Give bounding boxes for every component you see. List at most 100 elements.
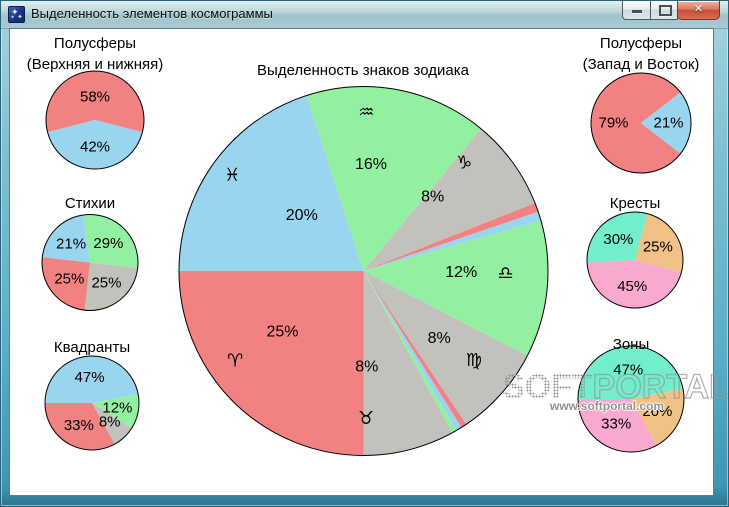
zones-slice-label: 47%	[613, 361, 643, 378]
close-icon: ✕	[693, 2, 704, 15]
virgo-icon: ♍	[466, 350, 482, 371]
libra-icon: ♎	[497, 263, 513, 284]
zodiac-slice-gemini	[363, 271, 457, 433]
zodiac-slice-taurus	[363, 271, 453, 456]
hemi-vertical-slice-0	[45, 71, 144, 133]
hemi-horizontal-slice-label: 21%	[653, 115, 683, 132]
app-icon[interactable]: ✦ ✦ ✦	[8, 6, 25, 23]
zodiac-slice-label: 8%	[428, 330, 451, 347]
titlebar: ✦ ✦ ✦ Выделенность элементов космограммы ✕	[1, 1, 728, 29]
hemi-horizontal-slice-label: 79%	[598, 115, 628, 132]
crosses-slice-label: 30%	[603, 231, 633, 248]
zodiac-slice-sagittarius	[363, 203, 539, 271]
zodiac-chart-title: Выделенность знаков зодиака	[257, 62, 469, 79]
zodiac-slice-scorpio	[363, 211, 541, 271]
hemi-vertical-slice-1	[47, 120, 143, 169]
elements-slice-0	[83, 214, 138, 268]
pie-charts-canvas: 20%♓16%♒8%♑12% ♎8%♍8%♉25%♈58%42%29%25%25%…	[41, 70, 692, 456]
zodiac-slice-label: 12%	[445, 264, 477, 281]
capricorn-icon: ♑	[456, 153, 472, 174]
crosses-chart-title: Кресты	[609, 195, 661, 212]
zodiac-slice-label: 16%	[355, 156, 387, 173]
crosses-slice-label: 25%	[643, 238, 673, 255]
quadrants-slice-label: 47%	[75, 369, 105, 386]
quadrants-slice-label: 33%	[64, 417, 94, 434]
quadrants-slice-label: 12%	[102, 399, 132, 416]
window-controls: ✕	[622, 1, 720, 20]
hemi-vertical-slice-label: 42%	[80, 138, 110, 155]
zones-pie-outline	[577, 345, 685, 453]
hemispheres-vertical-title: Полусферы (Верхняя и нижняя)	[15, 33, 175, 75]
quadrants-chart-title: Квадранты	[53, 339, 131, 356]
watermark-portal-text: PORTAL	[592, 368, 729, 406]
taurus-icon: ♉	[358, 408, 374, 429]
sparkle-star-icon: ✦	[11, 8, 19, 18]
zodiac-pie: 20% ♓ 16% ♒ 8% ♑ 12% ♎ 8% ♍ 8% ♉ 25% ♈	[178, 86, 549, 456]
elements-slice-3	[42, 214, 90, 263]
hemi-horizontal-pie-outline	[590, 72, 692, 174]
aries-icon: ♈	[227, 350, 243, 371]
quadrants-slice-label: 8%	[99, 413, 121, 430]
crosses-slice-1	[587, 260, 682, 308]
maximize-icon	[659, 5, 672, 16]
elements-pie: 29% 25% 25% 21%	[41, 214, 139, 311]
zodiac-slice-libra	[363, 220, 548, 356]
hemi-vertical-slice-label: 58%	[80, 88, 110, 105]
quadrants-slice-3	[45, 403, 115, 450]
hemi-horizontal-slice-0	[590, 72, 681, 173]
zodiac-slice-aquarius	[306, 86, 482, 271]
zodiac-slice-capricorn	[363, 128, 536, 271]
title-line-2: (Запад и Восток)	[582, 56, 700, 73]
zones-slice-1	[631, 389, 684, 446]
zones-chart-title: Зоны	[612, 336, 650, 353]
minimize-button[interactable]	[622, 1, 651, 20]
hemi-vertical-pie: 58% 42%	[45, 70, 145, 170]
zodiac-slice-aries	[179, 271, 364, 456]
softportal-watermark: SOFTPORTAL www.softportal.com	[502, 368, 728, 413]
title-line-1: Полусферы	[53, 35, 137, 52]
crosses-pie-outline	[586, 211, 684, 309]
maximize-button[interactable]	[650, 1, 678, 20]
aquarius-icon: ♒	[358, 102, 374, 123]
crosses-slice-label: 45%	[617, 278, 647, 295]
hemi-vertical-pie-outline	[45, 70, 145, 170]
elements-slice-2	[41, 257, 90, 311]
zodiac-slice-label: 8%	[421, 188, 444, 205]
watermark-soft-text: SOFT	[502, 368, 593, 406]
sparkle-star-icon: ✦	[17, 13, 23, 21]
elements-slice-label: 25%	[54, 270, 84, 287]
zones-pie: 47% 20% 33%	[577, 345, 685, 453]
quadrants-pie: 47% 12%8% 33%	[44, 355, 140, 451]
hemi-horizontal-pie: 79% 21%	[590, 72, 692, 174]
minimize-icon	[632, 10, 642, 13]
elements-slice-label: 25%	[91, 275, 121, 292]
close-button[interactable]: ✕	[677, 1, 720, 20]
client-area: 20% ♓ 16% ♒ 8% ♑ 12% ♎ 8% ♍ 8% ♉ 25% ♈ 58% 42% 29% 25% 25%…	[9, 28, 728, 496]
zodiac-slice-virgo	[363, 271, 528, 425]
zones-slice-2	[578, 399, 657, 452]
window-title: Выделенность элементов космограммы	[31, 6, 273, 21]
quadrants-slice-0	[45, 356, 139, 403]
zodiac-pie-outline	[178, 86, 549, 456]
zones-slice-label: 20%	[642, 403, 672, 420]
crosses-slice-2	[587, 212, 648, 263]
hemispheres-horizontal-title: Полусферы (Запад и Восток)	[561, 33, 721, 75]
zodiac-slice-cancer	[363, 271, 462, 431]
zodiac-slice-label: 20%	[286, 207, 318, 224]
zodiac-slice-label: 25%	[266, 324, 298, 341]
elements-slice-label: 21%	[56, 236, 86, 253]
hemi-horizontal-slice-1	[641, 92, 691, 154]
zodiac-slice-pisces	[179, 95, 364, 271]
elements-slice-1	[84, 262, 138, 311]
zodiac-slice-leo	[363, 271, 467, 428]
elements-pie-outline	[41, 214, 139, 311]
quadrants-slice-2	[92, 403, 132, 445]
watermark-url: www.softportal.com	[549, 399, 665, 413]
pisces-icon: ♓	[224, 165, 240, 186]
zones-slice-0	[578, 345, 684, 399]
zodiac-slice-label: 8%	[355, 358, 378, 375]
sparkle-star-icon: ✦	[10, 14, 16, 21]
title-line-1: Полусферы	[599, 35, 683, 52]
zones-slice-label: 33%	[601, 416, 631, 433]
